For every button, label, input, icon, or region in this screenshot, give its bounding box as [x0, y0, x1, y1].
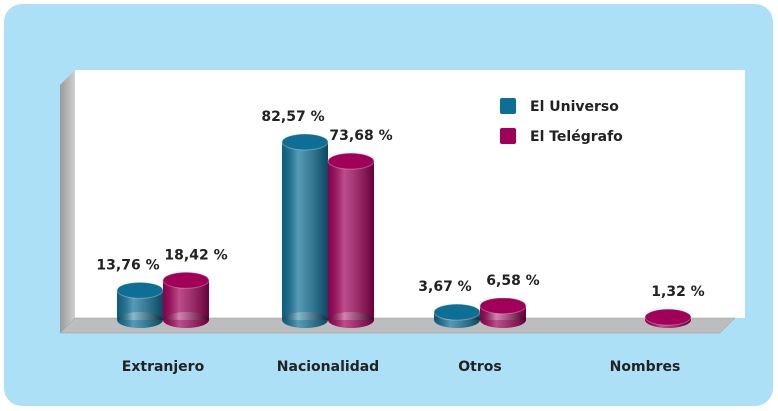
bar: [281, 133, 329, 328]
x-tick-label: Nacionalidad: [277, 359, 379, 375]
bar-body-shade: [282, 141, 328, 320]
bar-top: [433, 303, 481, 321]
legend-label: El Telégrafo: [530, 129, 623, 145]
bar-top: [327, 152, 375, 170]
bar-top: [644, 308, 692, 326]
value-label: 1,32 %: [651, 284, 704, 300]
x-tick-label: Extranjero: [122, 359, 205, 375]
bar-body-shade: [328, 161, 374, 320]
legend-label: El Universo: [530, 99, 619, 115]
floor: [59, 317, 736, 334]
value-label: 82,57 %: [261, 109, 324, 125]
value-label: 18,42 %: [164, 247, 227, 263]
bar: [327, 152, 375, 328]
bar: [162, 271, 210, 328]
legend-swatch: [500, 98, 516, 114]
bar: [479, 297, 527, 328]
bar: [116, 281, 164, 328]
legend-swatch: [500, 128, 516, 144]
bar-top: [116, 281, 164, 299]
bar: [433, 303, 481, 328]
bar: [644, 308, 692, 328]
bar-top: [162, 271, 210, 289]
value-label: 3,67 %: [418, 279, 471, 295]
bar-top: [479, 297, 527, 315]
side-wall: [60, 70, 75, 333]
value-label: 73,68 %: [329, 128, 392, 144]
value-label: 6,58 %: [486, 273, 539, 289]
x-tick-label: Otros: [458, 359, 501, 375]
bar-top: [281, 133, 329, 151]
x-tick-label: Nombres: [610, 359, 681, 375]
value-label: 13,76 %: [96, 257, 159, 273]
